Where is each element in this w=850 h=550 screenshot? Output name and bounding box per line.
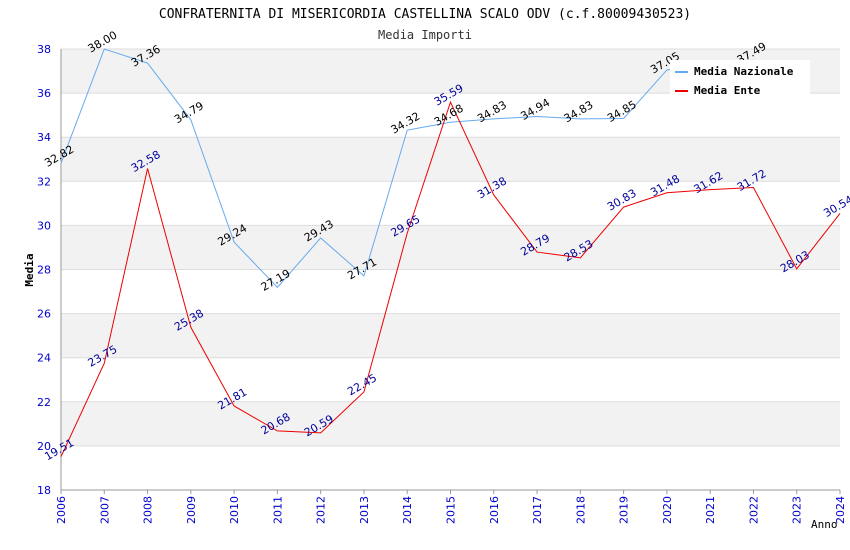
x-tick-label: 2022 <box>747 496 760 524</box>
grid-band <box>61 401 840 446</box>
grid-band <box>61 225 840 270</box>
x-tick-label: 2015 <box>445 496 458 524</box>
legend-box <box>670 60 810 96</box>
x-tick-label: 2013 <box>358 496 371 524</box>
grid-band <box>61 313 840 358</box>
x-tick-label: 2008 <box>142 496 155 524</box>
y-axis-label: Media <box>23 253 36 286</box>
x-tick-label: 2006 <box>55 496 68 524</box>
x-tick-label: 2020 <box>661 496 674 524</box>
x-tick-label: 2019 <box>618 496 631 524</box>
y-tick-label: 34 <box>37 131 51 144</box>
legend-label: Media Ente <box>694 84 761 97</box>
y-tick-label: 26 <box>37 308 51 321</box>
grid-band <box>61 269 840 314</box>
x-tick-label: 2011 <box>271 496 284 524</box>
x-tick-label: 2010 <box>228 496 241 524</box>
y-tick-label: 24 <box>37 352 51 365</box>
x-tick-label: 2007 <box>98 496 111 524</box>
x-tick-label: 2017 <box>531 496 544 524</box>
grid-band <box>61 357 840 402</box>
grid-bands <box>61 48 840 491</box>
y-tick-label: 28 <box>37 264 51 277</box>
y-tick-label: 20 <box>37 440 51 453</box>
y-tick-label: 22 <box>37 396 51 409</box>
y-tick-label: 18 <box>37 484 51 497</box>
grid-band <box>61 93 840 138</box>
chart-title: CONFRATERNITA DI MISERICORDIA CASTELLINA… <box>159 7 691 22</box>
x-tick-label: 2012 <box>315 496 328 524</box>
series-line-1 <box>60 100 841 457</box>
y-tick-label: 38 <box>37 43 51 56</box>
x-tick-label: 2021 <box>704 496 717 524</box>
grid-band <box>61 137 840 182</box>
x-axis-label: Anno <box>811 518 838 531</box>
x-tick-label: 2009 <box>185 496 198 524</box>
y-tick-label: 36 <box>37 87 51 100</box>
x-tick-label: 2014 <box>401 496 414 524</box>
x-tick-label: 2024 <box>834 496 847 524</box>
chart-subtitle: Media Importi <box>378 28 472 42</box>
grid-band <box>61 181 840 226</box>
y-tick-label: 30 <box>37 219 51 232</box>
legend-label: Media Nazionale <box>694 65 794 78</box>
x-tick-label: 2023 <box>791 496 804 524</box>
grid-band <box>61 445 840 490</box>
legend: Media Nazionale Media Ente <box>670 60 810 97</box>
series-lines <box>60 48 841 457</box>
x-tick-label: 2016 <box>488 496 501 524</box>
x-tick-label: 2018 <box>574 496 587 524</box>
series-line-0 <box>60 48 754 289</box>
y-tick-label: 32 <box>37 175 51 188</box>
